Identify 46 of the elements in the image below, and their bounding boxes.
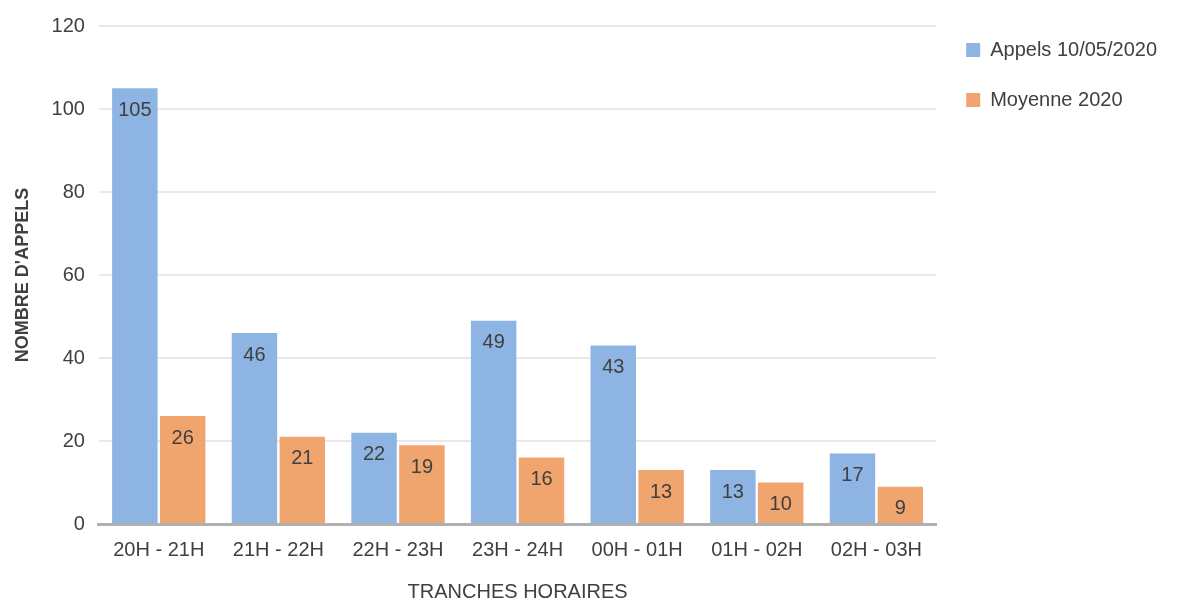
data-label: 43 bbox=[602, 355, 625, 378]
y-tick-label: 100 bbox=[51, 96, 85, 119]
data-label: 17 bbox=[841, 462, 864, 485]
y-tick-label: 20 bbox=[62, 428, 85, 451]
data-label: 46 bbox=[243, 342, 266, 365]
y-axis-title: NOMBRE D'APPELS bbox=[11, 187, 32, 363]
data-label: 22 bbox=[362, 442, 386, 465]
x-axis-title: TRANCHES HORAIRES bbox=[407, 579, 628, 602]
data-label: 13 bbox=[721, 479, 744, 502]
x-tick-label: 01H - 02H bbox=[711, 537, 803, 560]
bar bbox=[877, 486, 924, 523]
bar bbox=[231, 333, 278, 523]
x-tick-label: 20H - 21H bbox=[113, 537, 205, 560]
data-label: 9 bbox=[894, 496, 906, 519]
bar bbox=[159, 416, 206, 523]
data-label: 21 bbox=[291, 446, 314, 469]
legend-label: Moyenne 2020 bbox=[990, 87, 1123, 110]
x-tick-label: 02H - 03H bbox=[830, 537, 922, 560]
bar bbox=[112, 88, 158, 523]
bar bbox=[590, 345, 636, 523]
legend-label: Appels 10/05/2020 bbox=[990, 37, 1158, 60]
bar bbox=[518, 457, 565, 523]
data-label: 19 bbox=[410, 454, 434, 477]
bar bbox=[829, 453, 876, 523]
y-tick-label: 40 bbox=[62, 345, 85, 368]
data-label: 49 bbox=[482, 330, 505, 353]
bar bbox=[399, 445, 445, 523]
data-label: 105 bbox=[118, 97, 152, 120]
data-label: 10 bbox=[769, 492, 792, 515]
y-tick-label: 0 bbox=[73, 511, 85, 534]
bar bbox=[710, 470, 756, 523]
y-tick-label: 120 bbox=[51, 13, 85, 36]
x-tick-label: 21H - 22H bbox=[232, 537, 324, 560]
bar bbox=[470, 320, 517, 523]
bar bbox=[279, 436, 326, 523]
data-label: 16 bbox=[530, 467, 553, 490]
data-label: 13 bbox=[649, 479, 673, 502]
x-tick-label: 23H - 24H bbox=[472, 537, 564, 560]
bar bbox=[638, 470, 684, 523]
data-label: 26 bbox=[171, 425, 194, 448]
y-tick-label: 60 bbox=[62, 262, 85, 285]
bar bbox=[757, 482, 804, 523]
bar bbox=[351, 432, 397, 523]
y-tick-label: 80 bbox=[62, 179, 85, 202]
x-tick-label: 22H - 23H bbox=[352, 537, 444, 560]
x-tick-label: 00H - 01H bbox=[591, 537, 683, 560]
